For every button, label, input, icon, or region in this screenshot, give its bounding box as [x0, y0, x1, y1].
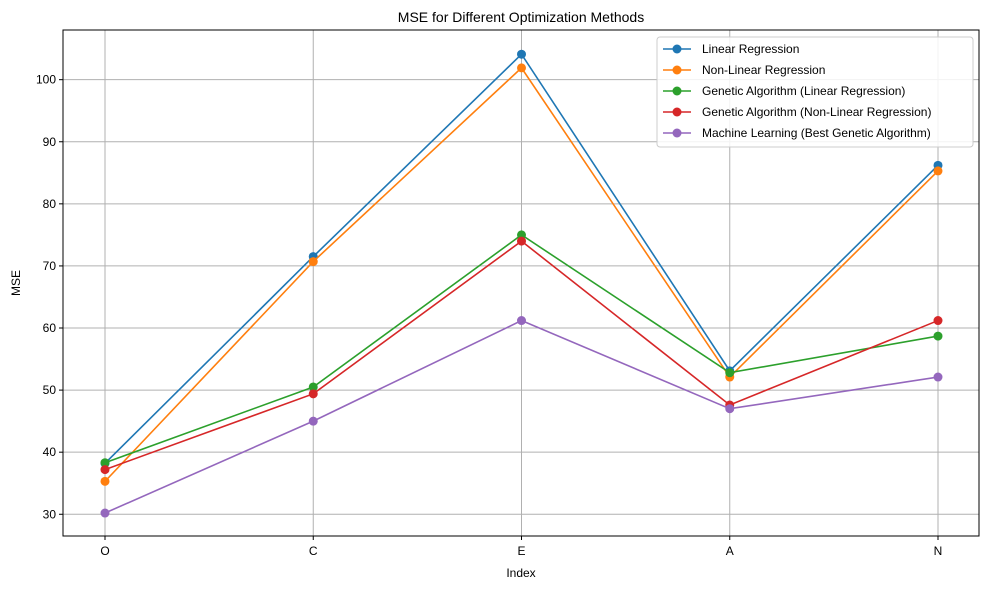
y-tick-label: 50 [43, 383, 57, 397]
y-tick-label: 40 [43, 445, 57, 459]
data-point [517, 230, 526, 240]
x-tick-label: C [309, 544, 318, 558]
x-tick-label: A [726, 544, 734, 558]
y-tick-label: 70 [43, 259, 57, 273]
legend-label: Non-Linear Regression [702, 63, 825, 77]
tick-layer: O C E A N 30 40 50 60 70 80 90 100 [36, 73, 942, 558]
x-tick-label: O [100, 544, 109, 558]
legend-item: Genetic Algorithm (Linear Regression) [663, 84, 905, 98]
data-point [933, 372, 943, 382]
legend-item: Machine Learning (Best Genetic Algorithm… [663, 126, 931, 140]
y-tick-label: 100 [36, 73, 56, 87]
x-tick-label: E [517, 544, 525, 558]
series-2 [100, 63, 943, 486]
data-point [100, 458, 110, 468]
data-point [725, 404, 735, 414]
x-axis-label: Index [506, 566, 535, 580]
legend-label: Linear Regression [702, 42, 799, 56]
grid-layer [63, 30, 979, 536]
data-point [308, 416, 318, 426]
y-axis-label: MSE [9, 270, 23, 296]
series-4 [100, 236, 943, 475]
legend: Linear Regression Non-Linear Regression Ge… [656, 36, 974, 148]
legend-label: Machine Learning (Best Genetic Algorithm… [702, 126, 931, 140]
legend-label: Genetic Algorithm (Linear Regression) [702, 84, 905, 98]
legend-item: Genetic Algorithm (Non-Linear Regression… [663, 105, 931, 119]
legend-marker [672, 107, 682, 117]
legend-marker [672, 86, 682, 96]
legend-item: Linear Regression [663, 42, 799, 56]
data-point [933, 316, 943, 326]
legend-marker [672, 44, 682, 54]
legend-label: Genetic Algorithm (Non-Linear Regression… [702, 105, 931, 119]
series-layer [100, 49, 943, 518]
chart-title: MSE for Different Optimization Methods [398, 9, 644, 25]
legend-marker [672, 128, 682, 138]
legend-box [656, 36, 974, 148]
data-point [100, 476, 110, 486]
legend-item: Non-Linear Regression [663, 63, 825, 77]
legend-marker [672, 65, 682, 75]
x-tick-label: N [934, 544, 943, 558]
data-point [517, 49, 526, 59]
y-tick-label: 60 [43, 321, 57, 335]
data-point [517, 236, 526, 246]
data-point [517, 316, 526, 326]
data-point [100, 508, 110, 518]
data-point [308, 389, 318, 399]
series-3 [100, 230, 943, 468]
data-point [725, 368, 735, 378]
data-point [933, 331, 943, 341]
series-5 [100, 316, 943, 518]
y-tick-label: 90 [43, 135, 57, 149]
data-point [100, 465, 110, 475]
data-point [933, 166, 943, 176]
data-point [517, 63, 526, 73]
y-tick-label: 30 [43, 507, 57, 521]
data-point [308, 382, 318, 392]
data-point [308, 257, 318, 267]
y-tick-label: 80 [43, 197, 57, 211]
